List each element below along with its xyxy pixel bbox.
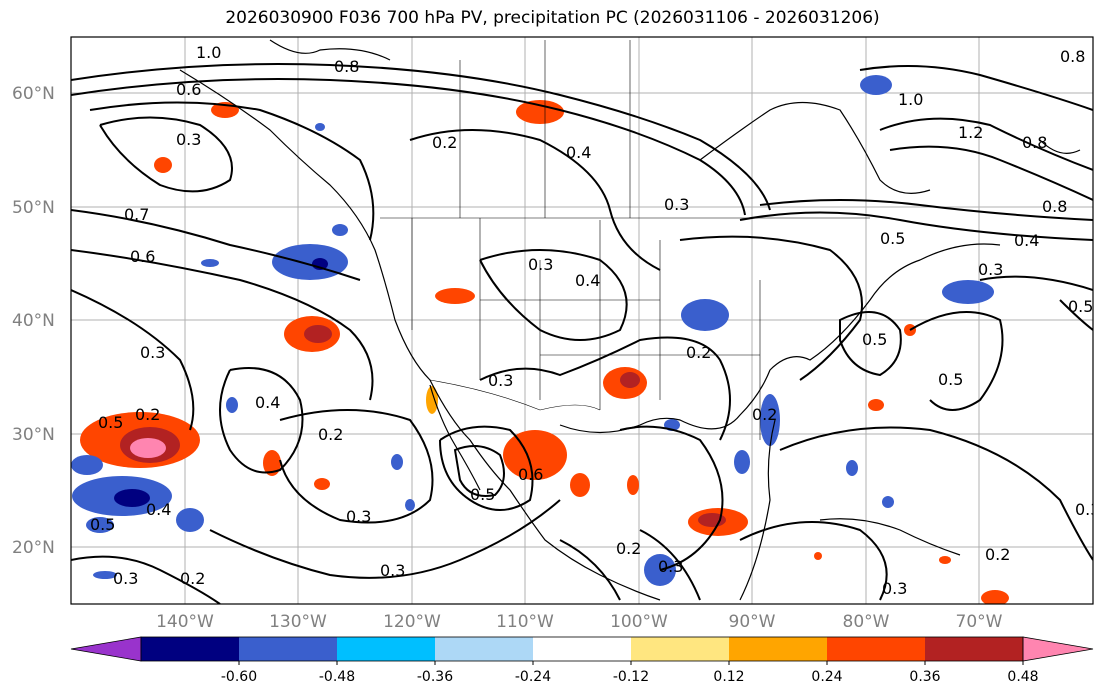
colorbar-tick-label: 0.48 <box>1007 669 1038 685</box>
lon-tick-label: 120°W <box>383 612 441 632</box>
lat-tick-label: 50°N <box>12 198 55 218</box>
political-boundaries <box>380 40 870 440</box>
contour-label: 1.2 <box>958 123 983 142</box>
contour-label: 0.3 <box>528 255 553 274</box>
contour-label: 0.3 <box>978 260 1003 279</box>
contour-label-group: 1.0 0.8 0.6 0.3 0.2 0.4 0.7 0.6 0.3 0.3 … <box>90 43 1100 598</box>
contour-label: 0.5 <box>1068 297 1093 316</box>
contour-label: 0.2 <box>616 539 641 558</box>
contour-label: 0.2 <box>135 405 160 424</box>
colorbar: -0.60 -0.48 -0.36 -0.24 -0.12 0.12 0.24 0.36 0.4… <box>70 636 1094 685</box>
colorbar-segment <box>631 637 729 661</box>
colorbar-segment <box>729 637 827 661</box>
colorbar-segment <box>533 637 631 661</box>
colorbar-max-extension <box>1022 636 1094 662</box>
contour-label: 0.2 <box>432 133 457 152</box>
contour-label: 0.3 <box>488 371 513 390</box>
contour-label: 0.5 <box>98 413 123 432</box>
contour-label: 0.3 <box>140 343 165 362</box>
contour-label: 0.6 <box>130 247 155 266</box>
contour-label: 0.5 <box>938 370 963 389</box>
lat-tick-label: 40°N <box>12 311 55 331</box>
contour-label: 0.5 <box>470 485 495 504</box>
lon-tick-label: 110°W <box>496 612 554 632</box>
positive-precip-areas <box>80 100 1009 604</box>
contour-label: 0.4 <box>1014 231 1039 250</box>
contour-label: 0.2 <box>180 569 205 588</box>
contour-label: 1.0 <box>898 90 923 109</box>
contour-label: 0.3 <box>664 195 689 214</box>
contour-label: 0.6 <box>518 465 543 484</box>
contour-label: 0.2 <box>752 405 777 424</box>
contour-label: 0.3 <box>346 507 371 526</box>
contour-label: 1.0 <box>196 43 221 62</box>
latitude-labels: 60°N 50°N 40°N 30°N 20°N <box>12 84 55 558</box>
negative-precip-areas <box>71 75 994 586</box>
contour-label: 0.3 <box>1075 500 1100 519</box>
lon-tick-label: 70°W <box>956 612 1003 632</box>
graticule <box>71 37 1093 604</box>
colorbar-segment <box>827 637 925 661</box>
contour-label: 0.5 <box>880 229 905 248</box>
contour-label: 0.6 <box>176 80 201 99</box>
pv-contours <box>71 63 1093 604</box>
contour-label: 0.4 <box>146 500 171 519</box>
colorbar-segment <box>141 637 239 661</box>
contour-label: 0.3 <box>176 130 201 149</box>
contour-label: 0.3 <box>113 569 138 588</box>
contour-label: 0.2 <box>985 545 1010 564</box>
contour-label: 0.4 <box>255 393 280 412</box>
colorbar-tick-label: 0.24 <box>811 669 842 685</box>
precip-anomaly-fills <box>71 75 1009 604</box>
contour-label: 0.8 <box>334 57 359 76</box>
contour-label: 0.2 <box>318 425 343 444</box>
lon-tick-label: 130°W <box>269 612 327 632</box>
colorbar-segment <box>337 637 435 661</box>
contour-label: 0.8 <box>1022 133 1047 152</box>
colorbar-tick-label: 0.36 <box>909 669 940 685</box>
lon-tick-label: 140°W <box>156 612 214 632</box>
coastlines-borders <box>179 39 1081 601</box>
contour-label: 0.5 <box>90 515 115 534</box>
map-title: 2026030900 F036 700 hPa PV, precipitatio… <box>225 8 880 28</box>
lon-tick-label: 100°W <box>610 612 668 632</box>
contour-label: 0.3 <box>658 557 683 576</box>
lon-tick-label: 80°W <box>843 612 890 632</box>
longitude-labels: 140°W 130°W 120°W 110°W 100°W 90°W 80°W … <box>156 612 1003 632</box>
colorbar-tick-label: -0.36 <box>417 669 453 685</box>
contour-label: 0.8 <box>1042 197 1067 216</box>
lon-tick-label: 90°W <box>729 612 776 632</box>
map-frame <box>70 36 1094 605</box>
colorbar-tick-label: -0.24 <box>515 669 551 685</box>
contour-label: 0.4 <box>575 271 600 290</box>
contour-label: 0.3 <box>882 579 907 598</box>
colorbar-tick-label: -0.60 <box>221 669 257 685</box>
contour-label: 0.7 <box>124 205 149 224</box>
lat-tick-label: 20°N <box>12 538 55 558</box>
colorbar-segment <box>925 637 1023 661</box>
colorbar-min-extension <box>70 636 142 662</box>
colorbar-tick-label: -0.12 <box>613 669 649 685</box>
contour-label: 0.2 <box>686 343 711 362</box>
lat-tick-label: 30°N <box>12 425 55 445</box>
colorbar-segment <box>239 637 337 661</box>
lat-tick-label: 60°N <box>12 84 55 104</box>
colorbar-tick-label: -0.48 <box>319 669 355 685</box>
colorbar-segment <box>435 637 533 661</box>
contour-label: 0.5 <box>862 330 887 349</box>
contour-label: 0.4 <box>566 143 591 162</box>
colorbar-tick-label: 0.12 <box>713 669 744 685</box>
contour-label: 0.3 <box>380 561 405 580</box>
colorbar-border <box>140 636 1024 662</box>
contour-label: 0.8 <box>1060 47 1085 66</box>
